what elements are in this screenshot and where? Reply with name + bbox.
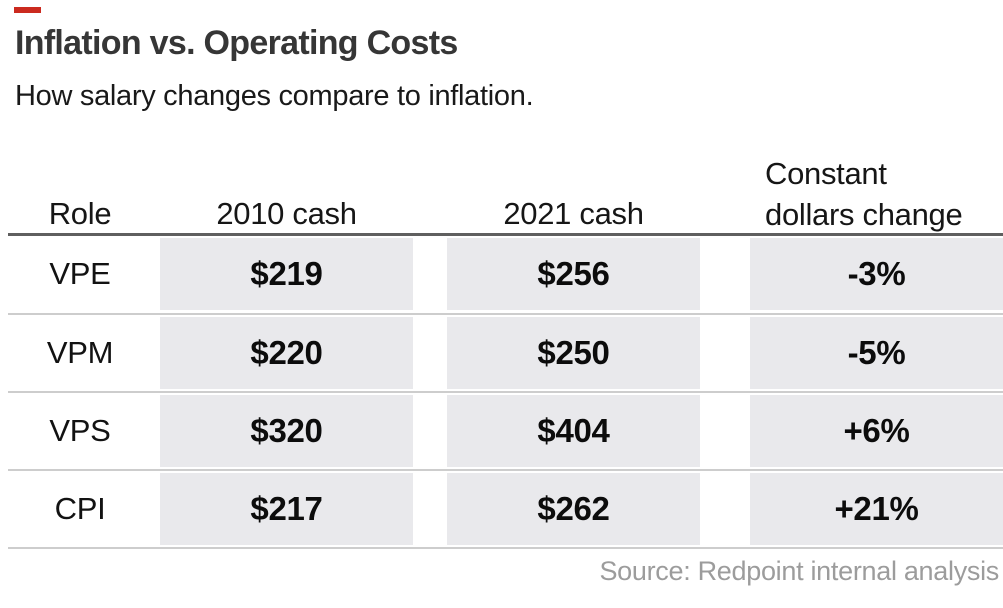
page-subtitle: How salary changes compare to inflation.	[15, 80, 534, 112]
change-cell: -3%	[750, 238, 1003, 310]
cash-2021-cell: $262	[447, 473, 700, 545]
change-cell: +6%	[750, 395, 1003, 467]
accent-dash	[14, 7, 41, 13]
col-header-constant-dollars-change: Constant dollars change	[765, 153, 963, 235]
role-cell: VPS	[49, 413, 111, 448]
page-title: Inflation vs. Operating Costs	[15, 24, 458, 62]
role-cell: CPI	[54, 491, 106, 526]
row-divider	[8, 313, 1003, 315]
role-cell: VPE	[49, 256, 111, 291]
col-header-2010-cash: 2010 cash	[216, 196, 357, 231]
cash-2010-cell: $217	[160, 473, 413, 545]
row-divider	[8, 391, 1003, 393]
table-row: CPI $217 $262 +21%	[0, 471, 1003, 549]
change-cell: +21%	[750, 473, 1003, 545]
col-header-2021-cash: 2021 cash	[503, 196, 644, 231]
table-row: VPE $219 $256 -3%	[0, 236, 1003, 314]
col-header-constant-line2: dollars change	[765, 197, 963, 232]
col-header-role: Role	[48, 196, 112, 231]
change-cell: -5%	[750, 317, 1003, 389]
cash-2010-cell: $220	[160, 317, 413, 389]
table-row: VPS $320 $404 +6%	[0, 393, 1003, 471]
cash-2010-cell: $219	[160, 238, 413, 310]
table-row: VPM $220 $250 -5%	[0, 315, 1003, 393]
col-header-constant-line1: Constant	[765, 156, 887, 191]
role-cell: VPM	[46, 335, 114, 370]
cash-2021-cell: $256	[447, 238, 700, 310]
row-divider	[8, 469, 1003, 471]
cash-2010-cell: $320	[160, 395, 413, 467]
cash-2021-cell: $250	[447, 317, 700, 389]
row-divider	[8, 547, 1003, 549]
header-rule	[8, 233, 1003, 236]
cash-2021-cell: $404	[447, 395, 700, 467]
source-note: Source: Redpoint internal analysis	[599, 556, 999, 586]
